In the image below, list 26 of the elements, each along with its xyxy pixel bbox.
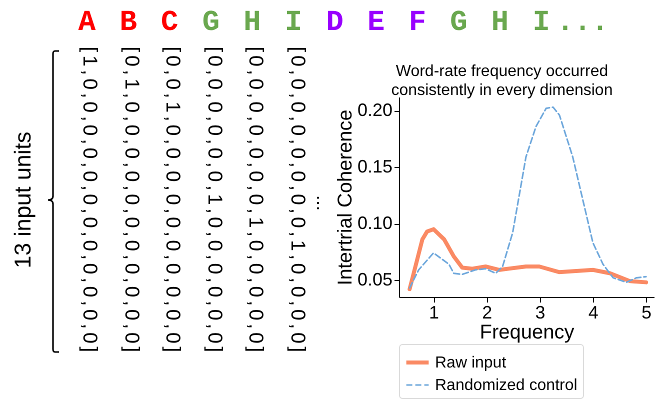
text: A B C G H I D E F G H I: [78, 6, 550, 39]
x-tick-label: 5: [642, 302, 652, 322]
text: 13 input units: [10, 132, 36, 268]
x-tick-label: 3: [535, 302, 546, 322]
x-tick-label: 4: [588, 302, 598, 322]
text: [0,0,1,0,0,0,0,0,0,0,0,0,0]: [160, 46, 184, 356]
y-tick-label: 0.05: [357, 270, 392, 290]
y-tick-label: 0.15: [357, 156, 392, 177]
text: ...: [312, 195, 333, 211]
text: [0,0,0,0,0,0,0,1,0,0,0,0,0]: [244, 46, 266, 356]
text: [0,1,0,0,0,0,0,0,0,0,0,0,0]: [119, 46, 142, 356]
line-series: [408, 106, 647, 289]
x-axis-title: Frequency: [480, 322, 574, 344]
legend-label: Raw input: [435, 354, 507, 372]
y-tick-label: 0.10: [357, 213, 392, 234]
line-series: [408, 227, 648, 292]
text: [0,0,0,0,0,0,1,0,0,0,0,0,0]: [202, 46, 225, 356]
y-tick-label: 0.20: [357, 100, 392, 120]
x-tick-label: 1: [429, 302, 440, 322]
text: [0,0,0,0,0,0,0,0,1,0,0,0,0]: [285, 46, 308, 356]
text: ...: [556, 6, 609, 39]
chart-title: Word-rate frequency occurred consistently in every dimension: [390, 62, 614, 100]
legend-label: Randomized control: [435, 377, 578, 394]
y-axis-title: Intertrial Coherence: [334, 110, 356, 286]
x-tick-label: 2: [482, 302, 492, 322]
text: [1,0,0,0,0,0,0,0,0,0,0,0,0]: [78, 46, 100, 356]
